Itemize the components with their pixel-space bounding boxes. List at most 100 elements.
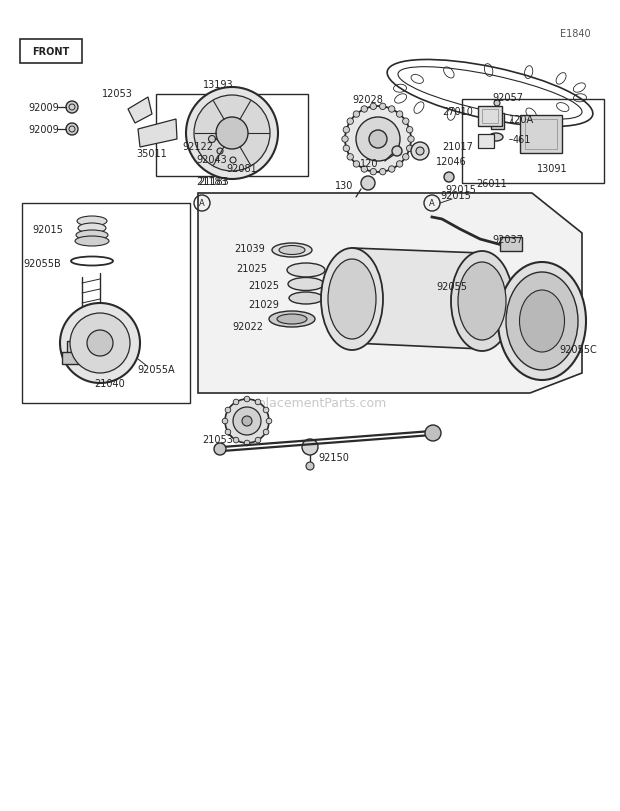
Ellipse shape (78, 224, 106, 234)
Circle shape (345, 107, 411, 173)
Bar (462, 100, 604, 184)
Text: 92150: 92150 (319, 453, 350, 462)
Text: 27010: 27010 (443, 107, 474, 117)
Text: 21040: 21040 (95, 379, 125, 388)
Text: E1840: E1840 (560, 29, 590, 39)
Text: 92043: 92043 (197, 155, 228, 165)
Circle shape (233, 400, 239, 406)
Bar (20, 40, 82, 64)
Text: 92037: 92037 (492, 234, 523, 245)
Circle shape (87, 331, 113, 357)
Circle shape (208, 136, 216, 144)
Text: 92057: 92057 (492, 93, 523, 103)
Circle shape (402, 154, 409, 161)
Bar (478, 135, 494, 148)
Circle shape (225, 408, 231, 414)
Circle shape (392, 147, 402, 157)
Text: 92015: 92015 (446, 185, 476, 195)
Ellipse shape (451, 251, 513, 351)
Circle shape (370, 169, 376, 176)
Bar (22, 204, 190, 404)
Text: A: A (429, 200, 435, 208)
Circle shape (353, 161, 360, 168)
Bar (62, 353, 120, 365)
Ellipse shape (520, 290, 564, 353)
Circle shape (379, 169, 386, 176)
Text: 92055: 92055 (436, 281, 467, 292)
Ellipse shape (277, 315, 307, 324)
Bar (67, 341, 117, 354)
Text: 21025: 21025 (249, 281, 280, 290)
Text: 12053: 12053 (102, 89, 133, 99)
Circle shape (186, 88, 278, 180)
Circle shape (416, 148, 424, 156)
Circle shape (361, 107, 368, 113)
Ellipse shape (328, 260, 376, 340)
Polygon shape (138, 120, 177, 148)
Text: 92081: 92081 (227, 164, 257, 174)
Text: 92055B: 92055B (23, 259, 61, 268)
Ellipse shape (489, 134, 503, 142)
Ellipse shape (75, 237, 109, 247)
Polygon shape (198, 194, 582, 393)
Circle shape (396, 112, 403, 118)
Text: 461: 461 (513, 135, 531, 145)
Ellipse shape (269, 311, 315, 328)
Circle shape (225, 400, 269, 444)
Circle shape (244, 397, 250, 402)
Circle shape (306, 462, 314, 470)
Text: 35011: 35011 (136, 148, 167, 159)
Circle shape (411, 143, 429, 161)
Circle shape (347, 119, 353, 125)
Bar (156, 95, 308, 177)
Bar (482, 109, 498, 124)
Circle shape (255, 400, 261, 406)
Circle shape (361, 166, 368, 173)
Circle shape (214, 444, 226, 456)
Circle shape (302, 440, 318, 456)
Circle shape (379, 104, 386, 110)
Bar (491, 114, 504, 130)
Text: 12046: 12046 (436, 157, 466, 167)
Text: 21017: 21017 (443, 142, 474, 152)
Bar (525, 120, 557, 150)
Bar (500, 238, 522, 251)
Text: 120A: 120A (510, 115, 534, 125)
Ellipse shape (77, 217, 107, 227)
Circle shape (216, 118, 248, 150)
Circle shape (402, 119, 409, 125)
Circle shape (264, 430, 269, 436)
Text: 21029: 21029 (249, 299, 280, 310)
Text: 92009: 92009 (29, 125, 60, 135)
Ellipse shape (287, 264, 325, 277)
Text: 92055A: 92055A (137, 365, 175, 375)
Ellipse shape (498, 263, 586, 380)
Text: 92015: 92015 (33, 225, 63, 234)
Circle shape (222, 418, 228, 424)
Ellipse shape (321, 249, 383, 350)
Circle shape (60, 303, 140, 384)
Circle shape (356, 118, 400, 162)
Circle shape (370, 104, 376, 110)
Ellipse shape (288, 278, 324, 291)
Text: FRONT: FRONT (32, 47, 69, 57)
Circle shape (233, 407, 261, 436)
Circle shape (396, 161, 403, 168)
Text: 92022: 92022 (232, 322, 264, 332)
Circle shape (425, 426, 441, 441)
Polygon shape (352, 249, 482, 350)
Ellipse shape (289, 293, 323, 305)
Text: 13193: 13193 (203, 80, 233, 90)
Circle shape (70, 314, 130, 374)
Circle shape (389, 107, 395, 113)
Text: 120: 120 (360, 159, 378, 169)
Ellipse shape (279, 247, 305, 255)
Text: A: A (199, 200, 205, 208)
Bar (520, 116, 562, 154)
Circle shape (407, 127, 413, 134)
Circle shape (233, 438, 239, 444)
Circle shape (244, 440, 250, 446)
Circle shape (66, 102, 78, 114)
Circle shape (389, 166, 395, 173)
Text: 92015: 92015 (441, 191, 471, 201)
